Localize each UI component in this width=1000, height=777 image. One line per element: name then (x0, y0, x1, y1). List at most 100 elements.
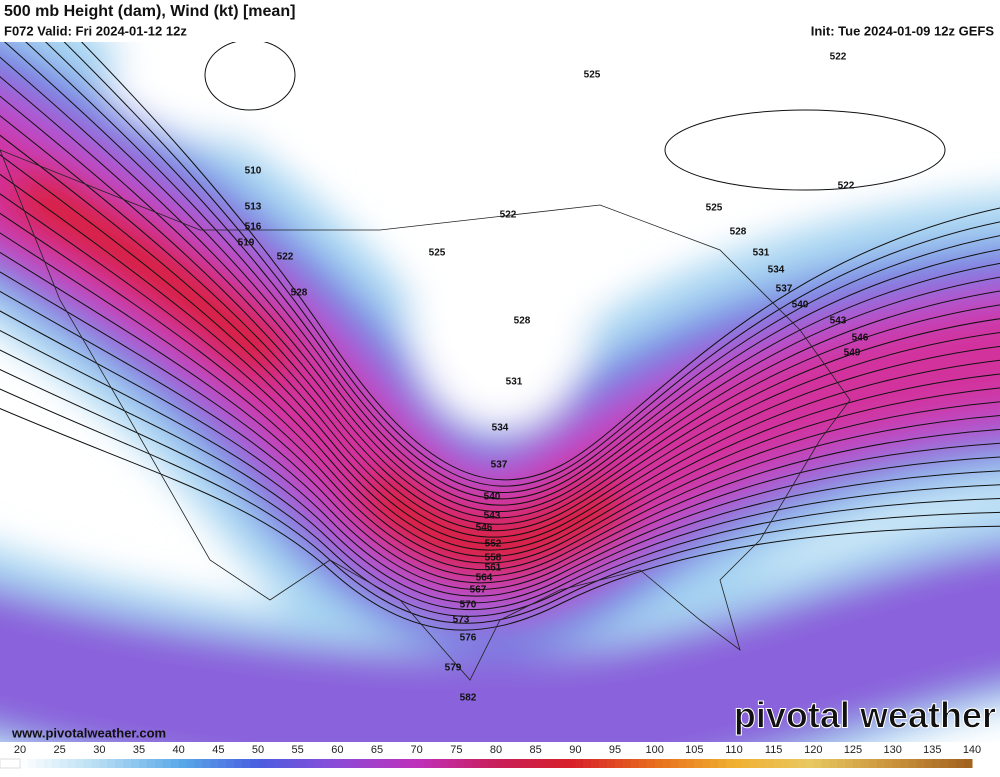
colorbar-cell (551, 759, 560, 768)
contour-label: 579 (445, 663, 462, 674)
colorbar-cell (162, 759, 172, 768)
contour-label: 525 (584, 70, 601, 81)
colorbar-cell (749, 759, 759, 768)
colorbar-cell (940, 759, 949, 768)
colorbar-cell (377, 759, 386, 768)
colorbar-cell (908, 759, 917, 768)
colorbar-cell (924, 759, 933, 768)
contour-line (81, 42, 1000, 481)
contour-label: 534 (492, 423, 509, 434)
colorbar-cell (432, 759, 441, 768)
contour-line (25, 42, 1000, 500)
colorbar-cell (51, 759, 61, 768)
colorbar-cell (456, 759, 465, 768)
colorbar-cell (956, 759, 965, 768)
colorbar-cell (853, 759, 862, 768)
colorbar-cell (948, 759, 957, 768)
colorbar-tick-label: 35 (133, 744, 145, 756)
colorbar-cell (710, 759, 719, 768)
colorbar-cell (178, 759, 188, 768)
colorbar-cell (694, 759, 703, 768)
contour-label: 552 (485, 539, 502, 550)
wind-shading (0, 42, 1000, 742)
colorbar-cell (646, 759, 656, 768)
logo: pivotal weather (734, 695, 996, 736)
colorbar-cell (607, 759, 616, 768)
colorbar-cell (67, 759, 77, 768)
contour-label: 528 (291, 288, 308, 299)
colorbar-cell (218, 759, 227, 768)
colorbar-cell (448, 759, 457, 768)
colorbar-cell (496, 759, 505, 768)
colorbar-first (0, 758, 21, 769)
contour-label: 546 (476, 523, 493, 534)
colorbar-cell (416, 759, 426, 768)
contour-label: 558 (485, 553, 502, 564)
contour-label: 537 (491, 460, 508, 471)
colorbar-tick-label: 20 (14, 744, 26, 756)
colorbar-tick-label: 105 (685, 744, 703, 756)
colorbar-cell (83, 759, 92, 768)
contour-label: 570 (460, 600, 477, 611)
contour-label: 522 (830, 52, 847, 63)
colorbar-cell (369, 759, 378, 768)
colorbar-cell (829, 759, 838, 768)
colorbar-tick-label: 110 (725, 744, 743, 756)
contour-line (0, 154, 1000, 545)
contour-label: 519 (238, 238, 255, 249)
contour-line (0, 193, 1000, 558)
colorbar-cell (845, 759, 854, 768)
colorbar-tick-label: 115 (765, 744, 783, 756)
colorbar-cell (488, 759, 497, 768)
colorbar-cell (297, 759, 307, 768)
colorbar-tick-label: 50 (252, 744, 264, 756)
colorbar-tick-label: 55 (292, 744, 304, 756)
colorbar-cell (305, 759, 315, 768)
colorbar-cell (670, 759, 679, 768)
colorbar-cell (773, 759, 783, 768)
contour-line (664, 109, 946, 191)
contour-label: 576 (460, 633, 477, 644)
contour-line (0, 310, 1000, 597)
colorbar-cell (622, 759, 632, 768)
contour-line (0, 76, 1000, 519)
colorbar-cell (424, 759, 434, 768)
colorbar-cell (964, 759, 973, 768)
colorbar-cell (281, 759, 291, 768)
contour-label: 516 (245, 222, 262, 233)
colorbar-cell (575, 759, 584, 768)
colorbar-tick-label: 30 (93, 744, 105, 756)
contour-line (0, 290, 1000, 590)
contour-label: 561 (485, 563, 502, 574)
colorbar-cell (440, 759, 449, 768)
contour-line (0, 329, 1000, 604)
colorbar-cell (503, 759, 513, 768)
contour-label: 522 (277, 252, 294, 263)
contour-label: 543 (830, 316, 847, 327)
colorbar-cell (837, 759, 846, 768)
contour-label: 531 (753, 248, 770, 259)
contour-label: 582 (460, 693, 477, 704)
colorbar-cell (638, 759, 648, 768)
colorbar-cell (408, 759, 418, 768)
contour-label: 564 (476, 573, 493, 584)
colorbar-tick-label: 45 (212, 744, 224, 756)
colorbar-tick-label: 60 (331, 744, 343, 756)
colorbar-cell (781, 759, 791, 768)
colorbar-cell (337, 759, 346, 768)
valid-time: F072 Valid: Fri 2024-01-12 12z (4, 23, 187, 38)
colorbar-cell (876, 759, 886, 768)
contour-label: 534 (768, 265, 785, 276)
colorbar-cell (932, 759, 941, 768)
colorbar-cell (91, 759, 100, 768)
colorbar-cell (805, 759, 814, 768)
colorbar-cell (860, 759, 870, 768)
colorbar-cell (702, 759, 711, 768)
colorbar-cell (543, 759, 553, 768)
colorbar-cell (27, 759, 37, 768)
contour-label: 522 (838, 181, 855, 192)
coastline (0, 149, 851, 681)
contour-label: 540 (792, 300, 809, 311)
colorbar-tick-label: 125 (844, 744, 862, 756)
